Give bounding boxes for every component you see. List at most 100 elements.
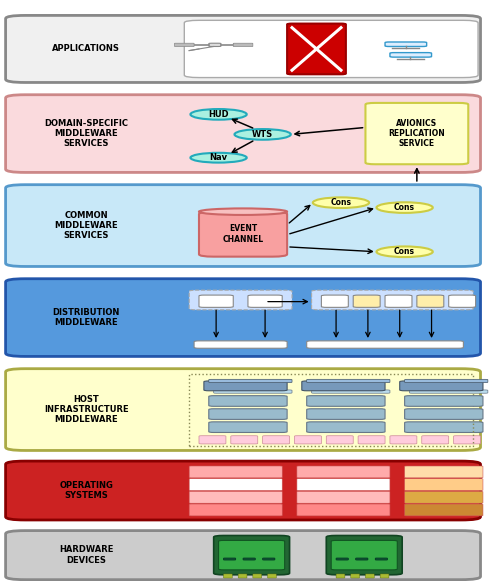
FancyBboxPatch shape (189, 504, 282, 516)
Text: DOMAIN-SPECIFIC
MIDDLEWARE
SERVICES: DOMAIN-SPECIFIC MIDDLEWARE SERVICES (44, 119, 128, 148)
FancyBboxPatch shape (209, 379, 292, 382)
Text: WTS: WTS (252, 130, 273, 139)
FancyBboxPatch shape (405, 396, 483, 406)
Text: COMMON
MIDDLEWARE
SERVICES: COMMON MIDDLEWARE SERVICES (55, 211, 118, 240)
FancyBboxPatch shape (223, 574, 232, 578)
Ellipse shape (191, 153, 246, 162)
FancyBboxPatch shape (390, 52, 432, 57)
Text: Cons: Cons (394, 203, 415, 212)
FancyBboxPatch shape (199, 436, 226, 444)
FancyBboxPatch shape (307, 409, 385, 420)
FancyBboxPatch shape (449, 295, 476, 307)
FancyBboxPatch shape (263, 558, 275, 560)
FancyBboxPatch shape (233, 43, 253, 47)
FancyBboxPatch shape (358, 436, 385, 444)
Text: OPERATING
SYSTEMS: OPERATING SYSTEMS (59, 481, 113, 501)
Text: Cons: Cons (330, 198, 352, 207)
FancyBboxPatch shape (312, 390, 390, 393)
FancyBboxPatch shape (380, 574, 389, 578)
FancyBboxPatch shape (214, 535, 290, 575)
FancyBboxPatch shape (297, 466, 390, 478)
FancyBboxPatch shape (405, 478, 483, 491)
FancyBboxPatch shape (351, 574, 359, 578)
FancyBboxPatch shape (199, 212, 287, 257)
FancyBboxPatch shape (385, 295, 412, 307)
FancyBboxPatch shape (218, 541, 285, 570)
FancyBboxPatch shape (405, 504, 483, 516)
FancyBboxPatch shape (5, 279, 481, 356)
FancyBboxPatch shape (5, 461, 481, 520)
FancyBboxPatch shape (297, 478, 390, 491)
FancyBboxPatch shape (375, 558, 387, 560)
FancyBboxPatch shape (287, 24, 346, 74)
FancyBboxPatch shape (405, 491, 483, 503)
Ellipse shape (377, 246, 433, 257)
FancyBboxPatch shape (209, 43, 221, 47)
FancyBboxPatch shape (297, 491, 390, 503)
FancyBboxPatch shape (5, 368, 481, 450)
FancyBboxPatch shape (209, 409, 287, 420)
FancyBboxPatch shape (322, 295, 348, 307)
FancyBboxPatch shape (400, 381, 483, 391)
FancyBboxPatch shape (355, 558, 368, 560)
Ellipse shape (191, 109, 246, 120)
FancyBboxPatch shape (243, 558, 255, 560)
FancyBboxPatch shape (307, 341, 464, 348)
FancyBboxPatch shape (307, 396, 385, 406)
Text: Nav: Nav (210, 153, 228, 162)
FancyBboxPatch shape (214, 390, 292, 393)
FancyBboxPatch shape (5, 15, 481, 83)
FancyBboxPatch shape (409, 390, 488, 393)
FancyBboxPatch shape (223, 558, 236, 560)
Text: APPLICATIONS: APPLICATIONS (53, 44, 120, 54)
FancyBboxPatch shape (390, 436, 417, 444)
FancyBboxPatch shape (189, 478, 282, 491)
Bar (189, 374, 473, 446)
FancyBboxPatch shape (365, 574, 374, 578)
FancyBboxPatch shape (385, 42, 427, 47)
Ellipse shape (199, 208, 287, 215)
FancyBboxPatch shape (204, 381, 287, 391)
FancyBboxPatch shape (327, 436, 353, 444)
FancyBboxPatch shape (365, 103, 468, 164)
FancyBboxPatch shape (5, 95, 481, 172)
FancyBboxPatch shape (189, 290, 292, 310)
FancyBboxPatch shape (189, 491, 282, 503)
Ellipse shape (235, 129, 291, 140)
Text: AVIONICS
REPLICATION
SERVICE: AVIONICS REPLICATION SERVICE (388, 119, 445, 148)
FancyBboxPatch shape (209, 396, 287, 406)
FancyBboxPatch shape (405, 409, 483, 420)
FancyBboxPatch shape (336, 558, 348, 560)
FancyBboxPatch shape (405, 379, 488, 382)
FancyBboxPatch shape (268, 574, 276, 578)
FancyBboxPatch shape (295, 436, 322, 444)
FancyBboxPatch shape (405, 466, 483, 478)
FancyBboxPatch shape (194, 341, 287, 348)
FancyBboxPatch shape (174, 43, 194, 47)
Ellipse shape (313, 197, 369, 208)
FancyBboxPatch shape (297, 504, 390, 516)
Text: HARDWARE
DEVICES: HARDWARE DEVICES (59, 545, 113, 565)
Text: EVENT
CHANNEL: EVENT CHANNEL (222, 225, 264, 244)
Text: HOST
INFRASTRUCTURE
MIDDLEWARE: HOST INFRASTRUCTURE MIDDLEWARE (44, 395, 129, 424)
FancyBboxPatch shape (417, 295, 444, 307)
Text: HUD: HUD (208, 110, 229, 119)
FancyBboxPatch shape (405, 422, 483, 432)
FancyBboxPatch shape (248, 295, 282, 307)
FancyBboxPatch shape (454, 436, 481, 444)
FancyBboxPatch shape (312, 290, 473, 310)
FancyBboxPatch shape (199, 295, 233, 307)
FancyBboxPatch shape (353, 295, 380, 307)
FancyBboxPatch shape (327, 535, 402, 575)
FancyBboxPatch shape (184, 20, 478, 77)
Text: DISTRIBUTION
MIDDLEWARE: DISTRIBUTION MIDDLEWARE (53, 308, 120, 327)
FancyBboxPatch shape (307, 379, 390, 382)
FancyBboxPatch shape (209, 422, 287, 432)
FancyBboxPatch shape (231, 436, 258, 444)
FancyBboxPatch shape (253, 574, 262, 578)
Ellipse shape (377, 203, 433, 213)
FancyBboxPatch shape (5, 531, 481, 580)
FancyBboxPatch shape (302, 381, 385, 391)
FancyBboxPatch shape (238, 574, 247, 578)
Text: Cons: Cons (394, 247, 415, 256)
